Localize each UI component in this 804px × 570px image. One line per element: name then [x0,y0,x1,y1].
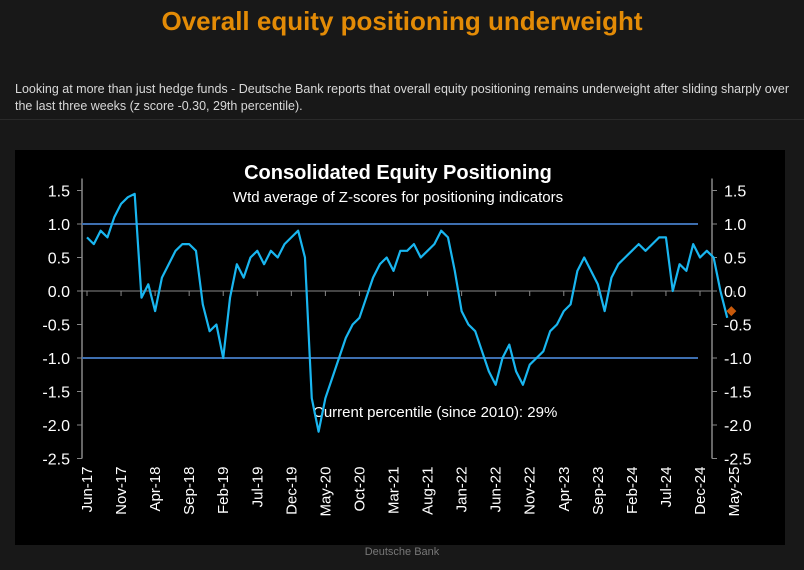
x-tick-label: Jan-22 [454,467,471,513]
x-tick-label: Mar-21 [386,467,403,515]
description: Looking at more than just hedge funds - … [15,82,790,113]
x-tick-label: Nov-17 [113,467,130,515]
y-tick-label-left: -0.5 [42,318,70,335]
y-tick-label-right: -1.5 [724,385,752,402]
divider [0,119,804,120]
x-tick-label: Sep-23 [590,467,607,515]
page-title: Overall equity positioning underweight [161,6,643,36]
y-tick-label-right: -0.5 [724,318,752,335]
x-tick-label: Nov-22 [522,467,539,515]
x-tick-label: Jul-24 [658,467,675,508]
y-tick-label-left: -1.0 [42,351,70,368]
x-tick-label: May-20 [317,467,334,517]
chart-subtitle: Wtd average of Z-scores for positioning … [233,189,563,206]
chart-title: Consolidated Equity Positioning [244,162,552,184]
y-tick-label-right: 1.5 [724,184,746,201]
source: Deutsche Bank [364,546,440,558]
y-tick-label-right: -1.0 [724,351,752,368]
chart-annotation: Current percentile (since 2010): 29% [313,404,557,421]
x-tick-label: Dec-24 [692,467,709,515]
y-tick-label-left: -2.0 [42,418,70,435]
y-tick-label-left: -1.5 [42,385,70,402]
y-tick-label-right: 0.0 [724,284,746,301]
latest-marker [726,306,737,317]
x-tick-label: Apr-23 [556,467,573,512]
y-tick-label-left: 0.5 [48,251,70,268]
x-tick-label: Aug-21 [420,467,437,515]
chart-container: Consolidated Equity Positioning Wtd aver… [15,150,785,545]
y-tick-label-left: 1.0 [48,217,70,234]
x-tick-label: Oct-20 [351,467,368,512]
y-tick-label-left: 1.5 [48,184,70,201]
chart: Consolidated Equity Positioning Wtd aver… [42,162,752,517]
y-tick-label-left: -2.5 [42,452,70,469]
y-tick-label-right: 0.5 [724,251,746,268]
x-tick-label: Feb-24 [624,467,641,515]
series-line [86,192,729,433]
x-tick-label: Feb-19 [215,467,232,515]
x-tick-label: Apr-18 [147,467,164,512]
x-tick-label: Sep-18 [181,467,198,515]
y-tick-label-right: -2.0 [724,418,752,435]
y-tick-label-right: -2.5 [724,452,752,469]
x-tick-label: May-25 [726,467,743,517]
y-tick-label-right: 1.0 [724,217,746,234]
y-tick-label-left: 0.0 [48,284,70,301]
x-tick-label: Jul-19 [249,467,266,508]
x-tick-label: Jun-17 [79,467,96,513]
x-tick-label: Dec-19 [283,467,300,515]
x-tick-label: Jun-22 [488,467,505,513]
